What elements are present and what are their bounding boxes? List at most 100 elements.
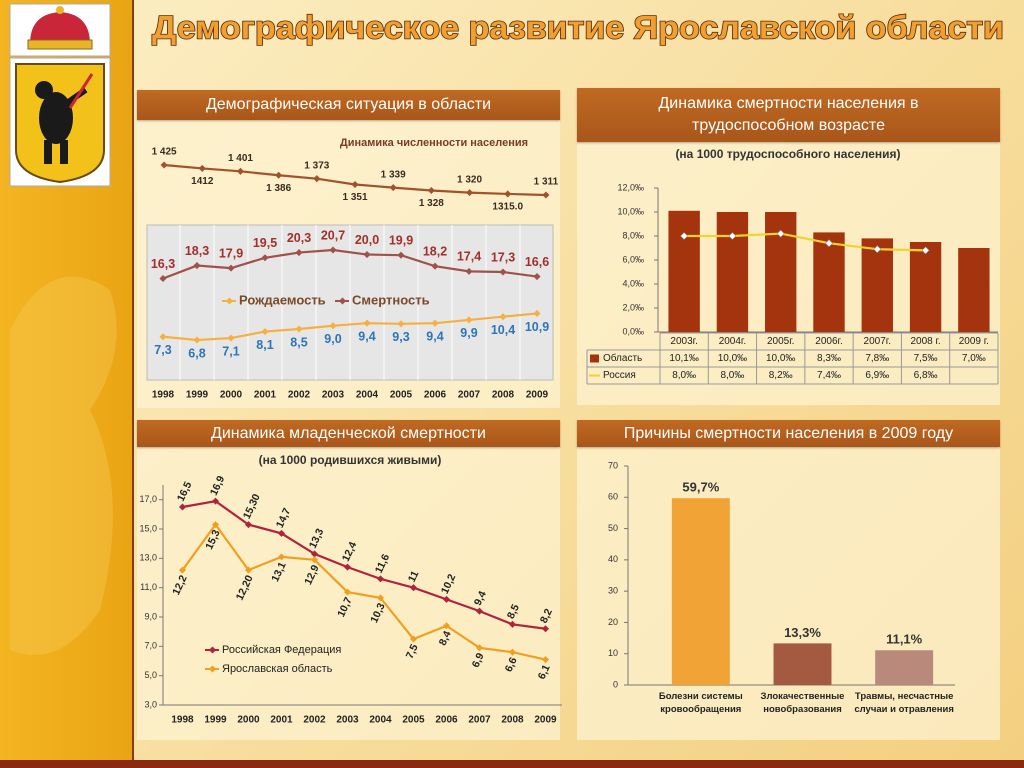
point [351,180,359,189]
x-tick-label: 1998 [152,390,175,401]
point [442,622,451,630]
point [541,625,550,633]
y-tick-label: 3,0 [144,699,157,709]
value-label: 9,0 [324,332,341,346]
point [178,503,187,511]
y-tick-label: 40 [608,554,618,564]
point [427,186,435,195]
y-tick-label: 9,0 [144,611,157,621]
x-tick-label: Травмы, несчастные случаи и отравления [854,691,954,715]
point [227,264,235,272]
value-label: 6,1 [536,663,553,681]
legend-marker [208,646,217,654]
legend-label: Россия [603,370,636,381]
point [776,229,785,238]
point [236,167,244,175]
point [198,164,206,172]
legend-label: Российская Федерация [222,644,341,656]
point [193,336,201,344]
point [499,268,507,276]
y-tick-label: 4,0‰ [622,278,644,288]
value-label: 1315.0 [492,202,523,213]
table-value: 10,0‰ [766,353,795,364]
x-tick-label: Злокачественные новобразования [760,691,845,715]
legend-marker [338,297,347,305]
point [310,556,319,564]
point [159,274,167,283]
x-tick-label: 2005 [390,390,413,401]
bear-watermark [10,276,117,655]
value-label: 7,3 [154,343,171,357]
point [160,161,168,169]
bar [861,238,893,332]
point [465,267,473,275]
value-label: 16,3 [151,257,175,271]
point [329,246,337,254]
x-tick-label: 2006 [424,390,447,401]
point [541,655,550,664]
value-label: 1 328 [419,198,444,209]
table-value: 6,8‰ [914,370,938,381]
value-label: 1 311 [534,177,559,188]
value-label: 1 373 [304,160,329,171]
x-tick-label: 2009 [526,390,549,401]
table-value: 7,4‰ [817,370,841,381]
value-label: 1 386 [266,183,291,194]
y-tick-label: 60 [608,492,618,502]
value-label: 17,4 [457,250,481,264]
value-label: 1 401 [228,153,253,164]
y-tick-label: 10,0‰ [617,206,644,216]
legend-swatch [590,354,599,363]
point [466,189,474,197]
point [329,322,337,330]
y-tick-label: 2,0‰ [622,302,644,312]
point [397,251,405,259]
point [533,309,541,317]
legend-label: Рождаемость [239,292,326,307]
x-tick-label: 2000 [220,390,243,401]
panel-header-text: Динамика младенческой смертности [211,424,486,442]
table-header: 2003г. [670,336,697,347]
panel [577,447,1000,740]
x-tick-label: 2001 [254,390,277,401]
value-label: 19,5 [253,236,277,250]
y-tick-label: 17,0 [139,494,157,504]
panel-header: Причины смертности населения в 2009 году [577,420,1000,447]
line [684,232,926,252]
value-label: 6,9 [470,651,487,669]
y-tick-label: 50 [608,523,618,533]
value-label: 8,4 [437,629,454,647]
point [465,316,473,324]
panel-header-text: Динамика смертности населения в трудоспо… [658,95,919,134]
value-label: 1 425 [152,147,177,158]
value-label: 20,3 [287,231,311,245]
value-label: 18,3 [185,244,209,258]
point [504,190,512,198]
y-tick-label: 8,0‰ [622,230,644,240]
table-value: 7,0‰ [962,353,986,364]
point [277,553,286,561]
line [162,248,538,280]
point [363,250,371,259]
x-tick-label: 2007 [458,390,481,401]
table-header: 2009 г. [959,336,989,347]
x-tick-label: 2004 [356,390,379,401]
value-label: 9,4 [472,589,489,607]
panel-header-text: Причины смертности населения в 2009 году [623,424,954,442]
panel-header: Динамика младенческой смертности [137,420,560,447]
value-label: 8,5 [505,602,522,620]
slide-title: Демографическое развитие Ярославской обл… [152,9,1004,45]
point [178,566,187,574]
value-label: 11 [406,569,422,584]
legend-marker [208,665,217,673]
table-value: 8,0‰ [720,370,744,381]
point [389,184,397,192]
legend-marker [225,297,234,305]
value-label: 9,4 [426,329,443,343]
panel-header-text: Демографическая ситуация в области [205,96,492,113]
value-label: 11,1% [886,632,923,647]
bottom-bar [0,760,1024,768]
table-value: 10,0‰ [718,353,747,364]
